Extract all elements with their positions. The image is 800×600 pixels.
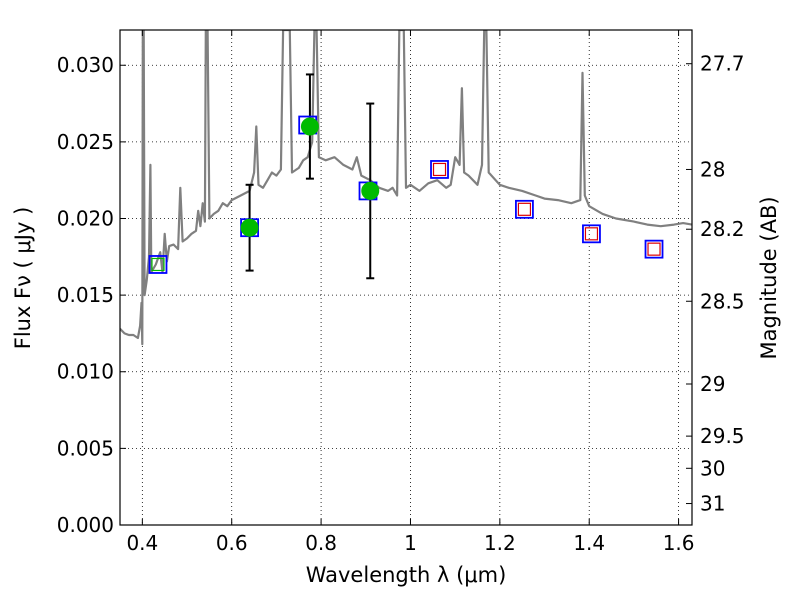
y-axis: 0.000 0.005 0.010 0.015 0.020 0.025 0.030	[57, 53, 126, 537]
x-tick-label: 1.4	[573, 531, 605, 555]
y-axis-label: Flux Fν ( μJy )	[11, 207, 35, 350]
y2-axis-label: Magnitude (AB)	[757, 196, 781, 359]
y-tick-label: 0.025	[57, 130, 114, 154]
y2-tick-label: 28	[700, 157, 725, 181]
ir-limit-marker	[584, 227, 599, 241]
y2-tick-label: 28.2	[700, 217, 745, 241]
y-tick-label: 0.030	[57, 53, 114, 77]
template-spectrum-line	[120, 30, 692, 346]
model-box-marker	[644, 239, 664, 259]
ir-limit-marker	[517, 202, 532, 216]
y2-tick-label: 31	[700, 492, 725, 516]
y2-tick-label: 30	[700, 456, 725, 480]
model-box-marker	[148, 255, 168, 274]
photometry-marker	[300, 117, 319, 136]
y2-tick-label: 27.7	[700, 52, 745, 76]
photometry-marker	[361, 181, 380, 200]
model-box-marker	[430, 160, 449, 179]
y-tick-label: 0.000	[57, 513, 114, 537]
y-tick-label: 0.010	[57, 360, 114, 384]
x-tick-label: 1.6	[663, 531, 695, 555]
marker-layer	[148, 115, 664, 274]
photometry-marker	[240, 218, 259, 237]
photometry-marker	[151, 257, 165, 272]
x-tick-label: 0.4	[126, 531, 158, 555]
x-tick-label: 0.6	[216, 531, 248, 555]
y-tick-label: 0.005	[57, 436, 114, 460]
x-axis: 0.4 0.6 0.8 1 1.2 1.4 1.6	[126, 30, 695, 555]
ir-limit-marker	[647, 242, 661, 256]
error-bar-layer	[245, 73, 375, 280]
model-box-marker	[515, 199, 534, 219]
x-tick-label: 1	[404, 531, 417, 555]
y-tick-label: 0.015	[57, 283, 114, 307]
y-tick-label: 0.020	[57, 206, 114, 230]
model-box-marker	[582, 224, 601, 244]
y2-tick-label: 29.5	[700, 424, 745, 448]
y2-tick-label: 29	[700, 372, 725, 396]
x-tick-label: 0.8	[305, 531, 337, 555]
x-tick-label: 1.2	[484, 531, 516, 555]
plot-frame	[119, 29, 693, 526]
template-spectrum-layer	[120, 30, 692, 346]
ir-limit-marker	[432, 162, 447, 177]
x-axis-label: Wavelength λ (μm)	[306, 563, 507, 587]
y2-axis: 27.7 28 28.2 28.5 29 29.5 30 31	[686, 52, 745, 516]
y2-tick-label: 28.5	[700, 289, 745, 313]
